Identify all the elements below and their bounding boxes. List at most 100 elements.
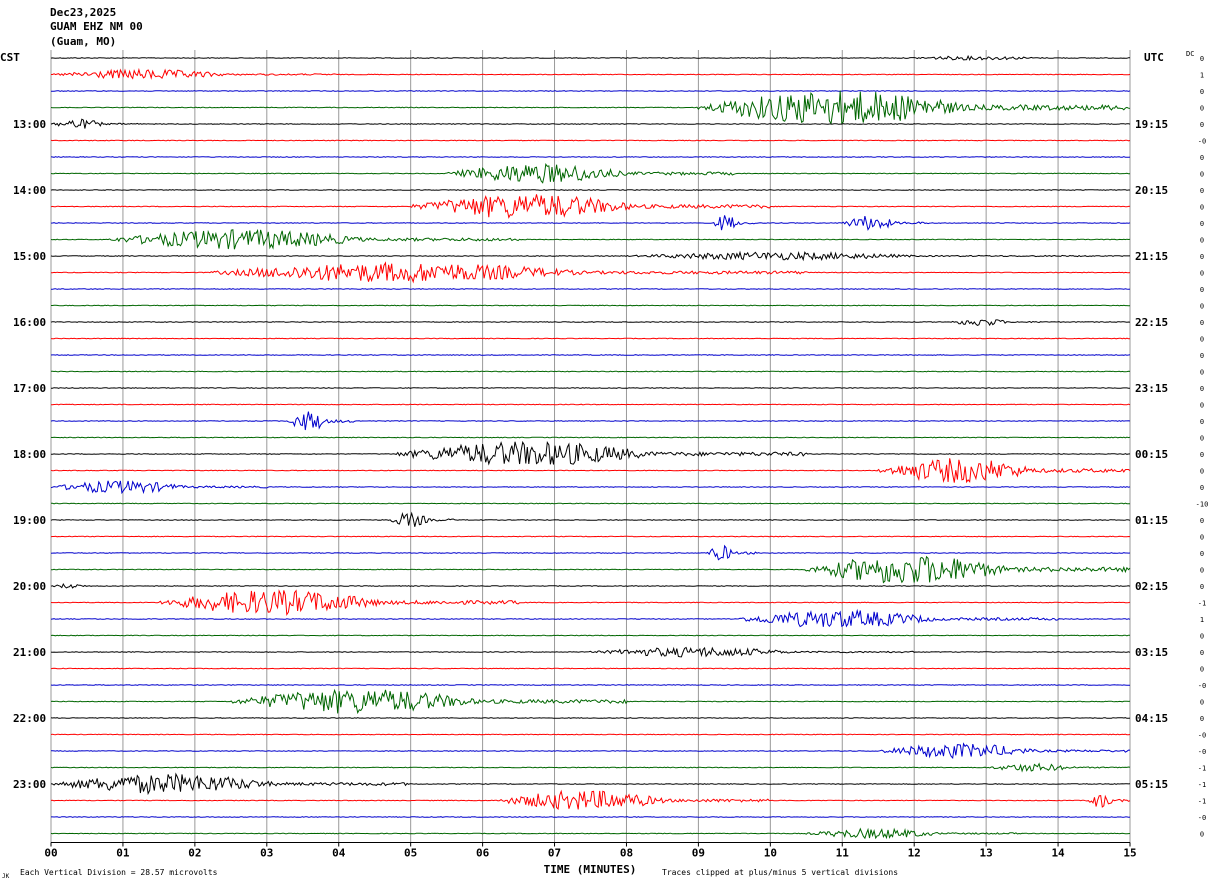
trace-17 bbox=[50, 337, 1131, 340]
trace-32 bbox=[50, 583, 1131, 589]
cst-hour-label-7: 20:00 bbox=[13, 580, 46, 593]
trace-16 bbox=[50, 319, 1131, 327]
trace-33 bbox=[50, 589, 1131, 616]
dc-offset-23: 0 bbox=[1200, 435, 1204, 443]
trace-11 bbox=[50, 228, 1131, 250]
trace-31 bbox=[51, 555, 1131, 584]
dc-offset-18: 0 bbox=[1200, 352, 1204, 360]
dc-offset-1: 1 bbox=[1200, 72, 1204, 80]
trace-2 bbox=[51, 90, 1131, 92]
dc-offset-14: 0 bbox=[1200, 286, 1204, 294]
dc-offset-33: -1 bbox=[1198, 600, 1206, 608]
dc-offset-41: -0 bbox=[1198, 732, 1206, 740]
header-date: Dec23,2025 bbox=[50, 6, 116, 19]
x-tick-label-6: 06 bbox=[476, 847, 490, 860]
trace-41 bbox=[50, 733, 1131, 736]
dc-offset-37: 0 bbox=[1200, 666, 1204, 674]
utc-hour-label-8: 03:15 bbox=[1135, 646, 1168, 659]
x-tick-label-10: 10 bbox=[764, 847, 777, 860]
trace-37 bbox=[50, 667, 1131, 670]
trace-21 bbox=[51, 403, 1131, 406]
cst-hour-label-6: 19:00 bbox=[13, 514, 46, 527]
dc-offset-31: 0 bbox=[1200, 567, 1204, 575]
trace-46 bbox=[51, 816, 1131, 818]
dc-offset-5: -0 bbox=[1198, 138, 1206, 146]
cst-hour-label-3: 16:00 bbox=[13, 316, 46, 329]
x-tick-label-3: 03 bbox=[260, 847, 273, 860]
trace-25 bbox=[50, 458, 1131, 484]
dc-axis-label: DC bbox=[1186, 50, 1194, 58]
x-tick-label-13: 13 bbox=[980, 847, 993, 860]
trace-3 bbox=[50, 90, 1131, 126]
trace-35 bbox=[50, 634, 1130, 637]
trace-30 bbox=[50, 544, 1131, 561]
dc-offset-38: -0 bbox=[1198, 682, 1206, 690]
dc-offset-30: 0 bbox=[1200, 550, 1204, 558]
utc-hour-label-2: 21:15 bbox=[1135, 250, 1168, 263]
cst-hour-label-9: 22:00 bbox=[13, 712, 46, 725]
trace-13 bbox=[51, 261, 1131, 284]
cst-hour-label-1: 14:00 bbox=[13, 184, 46, 197]
trace-42 bbox=[51, 742, 1130, 759]
cst-hour-label-10: 23:00 bbox=[13, 778, 46, 791]
trace-5 bbox=[50, 139, 1131, 142]
trace-14 bbox=[50, 288, 1131, 290]
trace-27 bbox=[51, 502, 1130, 505]
right-axis-label: UTC bbox=[1144, 51, 1164, 64]
trace-38 bbox=[50, 684, 1130, 686]
utc-hour-label-6: 01:15 bbox=[1135, 514, 1168, 527]
cst-hour-labels: 13:00 14:00 15:00 16:00 17:00 18:00 19:00 20:00… bbox=[13, 118, 46, 791]
dc-offset-36: 0 bbox=[1200, 649, 1204, 657]
trace-20 bbox=[50, 387, 1131, 389]
x-tick-labels: 00 01 02 03 04 05 06 07 08 09 10 11 12 13 14 15 bbox=[44, 842, 1137, 860]
utc-hour-label-9: 04:15 bbox=[1135, 712, 1168, 725]
dc-offset-16: 0 bbox=[1200, 319, 1204, 327]
dc-offset-17: 0 bbox=[1200, 336, 1204, 344]
dc-offset-44: -1 bbox=[1198, 781, 1206, 789]
dc-offset-12: 0 bbox=[1200, 253, 1204, 261]
x-tick-label-5: 05 bbox=[404, 847, 417, 860]
dc-offset-6: 0 bbox=[1200, 154, 1204, 162]
footer-division: Each Vertical Division = 28.57 microvolt… bbox=[20, 868, 218, 877]
x-axis-label: TIME (MINUTES) bbox=[544, 863, 637, 876]
header-station: GUAM EHZ NM 00 bbox=[50, 20, 143, 33]
trace-22 bbox=[50, 411, 1131, 431]
seismic-traces bbox=[50, 54, 1131, 840]
trace-24 bbox=[51, 440, 1131, 466]
utc-hour-label-7: 02:15 bbox=[1135, 580, 1168, 593]
dc-offset-39: 0 bbox=[1200, 699, 1204, 707]
x-tick-label-4: 04 bbox=[332, 847, 346, 860]
trace-4 bbox=[50, 118, 1131, 129]
dc-offset-24: 0 bbox=[1200, 451, 1204, 459]
trace-40 bbox=[50, 717, 1131, 719]
trace-10 bbox=[50, 215, 1131, 231]
dc-offset-8: 0 bbox=[1200, 187, 1204, 195]
x-tick-label-12: 12 bbox=[908, 847, 921, 860]
left-axis-label: CST bbox=[0, 51, 20, 64]
utc-hour-labels: 19:15 20:15 21:15 22:15 23:15 00:15 01:15 02:15… bbox=[1135, 118, 1168, 791]
trace-28 bbox=[50, 511, 1131, 527]
header-location: (Guam, MO) bbox=[50, 35, 116, 48]
dc-offset-40: 0 bbox=[1200, 715, 1204, 723]
utc-hour-label-1: 20:15 bbox=[1135, 184, 1168, 197]
dc-offset-47: 0 bbox=[1200, 831, 1204, 839]
x-tick-label-8: 08 bbox=[620, 847, 633, 860]
dc-offset-13: 0 bbox=[1200, 270, 1204, 278]
dc-offset-22: 0 bbox=[1200, 418, 1204, 426]
trace-34 bbox=[50, 608, 1131, 628]
dc-offset-15: 0 bbox=[1200, 303, 1204, 311]
dc-offset-43: -1 bbox=[1198, 765, 1206, 773]
utc-hour-label-3: 22:15 bbox=[1135, 316, 1168, 329]
trace-29 bbox=[50, 535, 1131, 538]
cst-hour-label-8: 21:00 bbox=[13, 646, 46, 659]
dc-offset-7: 0 bbox=[1200, 171, 1204, 179]
dc-offset-0: 0 bbox=[1200, 55, 1204, 63]
x-tick-label-9: 09 bbox=[692, 847, 705, 860]
dc-offset-34: 1 bbox=[1200, 616, 1204, 624]
dc-offset-4: 0 bbox=[1200, 121, 1204, 129]
trace-1 bbox=[51, 67, 1131, 80]
dc-offset-27: -10 bbox=[1196, 501, 1209, 509]
trace-44 bbox=[50, 772, 1131, 796]
cst-hour-label-2: 15:00 bbox=[13, 250, 46, 263]
